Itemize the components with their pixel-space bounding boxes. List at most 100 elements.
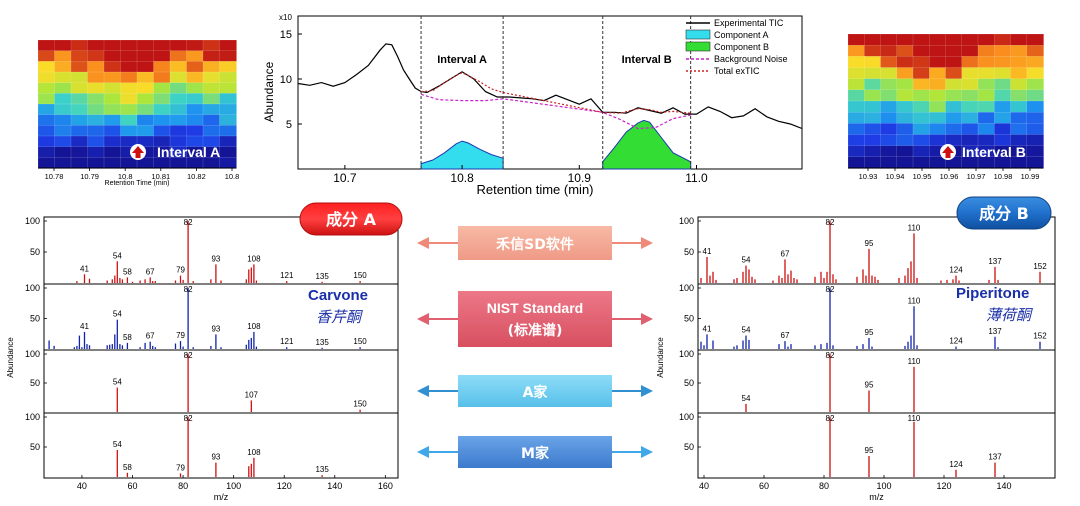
up-arrow-icon bbox=[940, 144, 956, 160]
spectrum-peak-label: 121 bbox=[280, 271, 294, 280]
tic-plot-frame bbox=[297, 15, 803, 170]
heatmap-cell bbox=[153, 125, 171, 137]
heatmap-cell bbox=[912, 56, 931, 69]
heatmap-cell bbox=[136, 50, 155, 63]
heatmap-cell bbox=[120, 103, 138, 116]
heatmap-cell bbox=[186, 71, 204, 84]
spectrum-x-tick-label: 60 bbox=[759, 481, 769, 491]
heatmap-cell bbox=[70, 71, 89, 84]
heatmap-cell bbox=[880, 78, 898, 91]
heatmap-tick-label: 10.97 bbox=[967, 172, 986, 181]
heatmap-a-xlabel: Retention Time (min) bbox=[105, 180, 170, 187]
spectrum-peak-label: 150 bbox=[353, 337, 367, 346]
heatmap-b-badge: Interval B bbox=[940, 144, 1026, 160]
spectrum-peak-label: 121 bbox=[280, 337, 294, 346]
spectrum-y-tick-label: 100 bbox=[25, 283, 40, 293]
spectrum-peak-label: 135 bbox=[315, 272, 329, 281]
spectrum-peak-label: 41 bbox=[80, 264, 89, 273]
heatmap-cell bbox=[202, 103, 221, 116]
heatmap-cell bbox=[847, 145, 866, 158]
heatmap-cell bbox=[37, 114, 56, 127]
heatmap-cell bbox=[186, 114, 204, 127]
heatmap-cell bbox=[912, 67, 931, 80]
heatmap-cell bbox=[153, 82, 171, 95]
heatmap-cell bbox=[912, 33, 931, 47]
heatmap-cell bbox=[880, 89, 898, 102]
spectrum-peak-label: 82 bbox=[826, 351, 835, 360]
heatmap-cell bbox=[202, 39, 221, 52]
spectrum-peak-label: 108 bbox=[247, 448, 261, 457]
heatmap-cell bbox=[169, 125, 188, 137]
spectrum-peak-label: 82 bbox=[826, 414, 835, 423]
middle-label-nist-line2: (标准谱) bbox=[508, 322, 563, 339]
heatmap-cell bbox=[37, 82, 56, 95]
heatmap-cell bbox=[880, 123, 898, 136]
heatmap-cell bbox=[1026, 100, 1044, 114]
heatmap-cell bbox=[54, 61, 72, 73]
heatmap-a-axis: 10.78 10.79 10.8 10.81 10.82 10.8 Retention T… bbox=[38, 167, 239, 187]
spectrum-x-tick-label: 160 bbox=[378, 481, 393, 491]
heatmap-cell bbox=[219, 125, 237, 137]
spectrum-peak-label: 93 bbox=[211, 453, 220, 462]
heatmap-cell bbox=[37, 157, 56, 169]
heatmap-cell bbox=[202, 93, 221, 105]
legend-label: Component B bbox=[714, 42, 769, 52]
heatmap-cell bbox=[70, 93, 89, 105]
heatmap-cell bbox=[847, 156, 866, 169]
spectrum-peak-label: 108 bbox=[247, 254, 261, 263]
heatmap-cell bbox=[1026, 78, 1044, 91]
heatmap-tick-label: 10.99 bbox=[1021, 172, 1040, 181]
heatmap-cell bbox=[945, 45, 963, 58]
spectrum-peak-label: 82 bbox=[184, 218, 193, 227]
spectrum-y-tick-label: 50 bbox=[684, 378, 694, 388]
heatmap-cell bbox=[1010, 56, 1028, 69]
tic-x-tick-label: 10.9 bbox=[568, 171, 592, 185]
spectrum-peak-label: 137 bbox=[988, 327, 1002, 336]
heatmap-cell bbox=[87, 93, 105, 105]
heatmap-cell bbox=[1026, 33, 1044, 47]
heatmap-cell bbox=[219, 82, 237, 95]
heatmap-cell bbox=[54, 103, 72, 116]
heatmap-cell bbox=[153, 50, 171, 63]
heatmap-cell bbox=[864, 67, 882, 80]
middle-label-nist: NIST Standard (标准谱) bbox=[417, 291, 653, 347]
heatmap-cell bbox=[880, 45, 898, 58]
spectrum-peak-label: 54 bbox=[742, 256, 751, 265]
heatmap-cell bbox=[87, 82, 105, 95]
heatmap-cell bbox=[120, 125, 138, 137]
spectrum-x-tick-label: 100 bbox=[876, 481, 891, 491]
heatmap-tick-label: 10.94 bbox=[886, 172, 905, 181]
heatmap-cell bbox=[169, 71, 188, 84]
badge-component-a: 成分 A bbox=[299, 202, 403, 236]
heatmap-cell bbox=[103, 125, 122, 137]
heatmap-cell bbox=[961, 33, 979, 47]
heatmap-cell bbox=[864, 56, 882, 69]
middle-label-a-jia: A家 bbox=[417, 375, 653, 407]
heatmap-cell bbox=[864, 89, 882, 102]
heatmap-cell bbox=[961, 78, 979, 91]
heatmap-cell bbox=[880, 56, 898, 69]
tic-series-background-noise bbox=[420, 93, 691, 130]
tic-x-tick-label: 10.8 bbox=[450, 171, 474, 185]
heatmap-cell bbox=[103, 50, 122, 63]
spectrum-peak-label: 67 bbox=[781, 331, 790, 340]
heatmap-cell bbox=[219, 39, 237, 52]
heatmap-cell bbox=[896, 134, 914, 147]
heatmap-tick-label: 10.93 bbox=[859, 172, 878, 181]
spectrum-x-tick-label: 80 bbox=[819, 481, 829, 491]
heatmap-cell bbox=[977, 89, 996, 102]
piperitone-name-cn: 薄荷酮 bbox=[986, 306, 1033, 324]
heatmap-cell bbox=[70, 114, 89, 127]
heatmap-cell bbox=[896, 156, 914, 169]
carvone-name-cn: 香芹酮 bbox=[316, 308, 363, 326]
spectra-frame bbox=[697, 216, 1056, 479]
spectrum-peak-label: 150 bbox=[353, 271, 367, 280]
tic-series-total-extic bbox=[421, 72, 691, 114]
middle-label-sd-software-text: 禾信SD软件 bbox=[496, 236, 574, 253]
heatmap-cell bbox=[880, 111, 898, 125]
heatmap-cell bbox=[136, 61, 155, 73]
spectrum-ylabel: Abundance bbox=[6, 337, 15, 378]
spectrum-x-tick-label: 60 bbox=[127, 481, 137, 491]
heatmap-cell bbox=[219, 114, 237, 127]
heatmap-cell bbox=[1010, 33, 1028, 47]
